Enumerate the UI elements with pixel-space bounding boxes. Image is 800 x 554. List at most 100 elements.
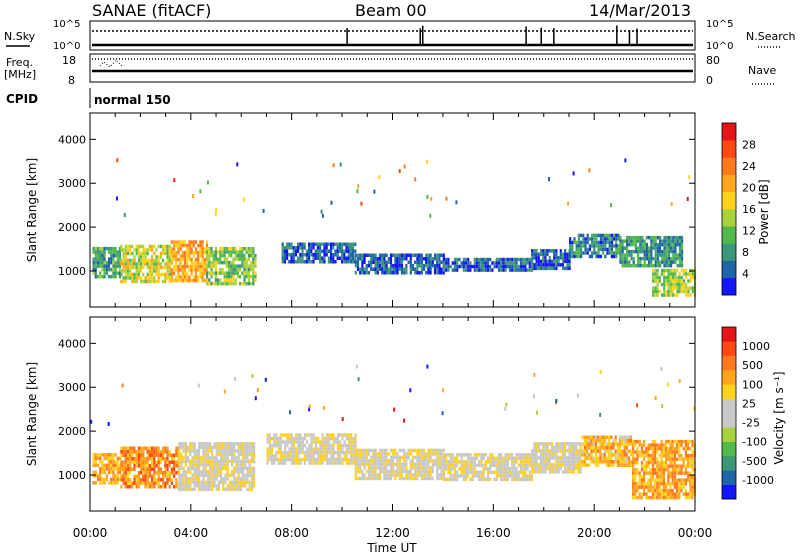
range-time-cell xyxy=(460,456,463,461)
range-time-cell xyxy=(665,289,668,294)
range-time-cell xyxy=(614,456,617,460)
range-time-cell xyxy=(392,271,395,275)
range-time-cell xyxy=(157,467,160,471)
range-time-cell xyxy=(422,448,426,453)
range-time-cell xyxy=(190,264,193,269)
range-time-cell xyxy=(654,488,657,493)
isolated-echo xyxy=(409,388,412,393)
range-time-cell xyxy=(239,459,242,464)
range-time-cell xyxy=(211,445,214,450)
velocity-data-cells xyxy=(90,364,696,500)
range-time-cell xyxy=(570,452,573,457)
range-time-cell xyxy=(137,255,140,259)
range-time-cell xyxy=(632,242,635,247)
colorbar-tick-label: -25 xyxy=(742,417,760,430)
range-time-cell xyxy=(691,495,694,500)
range-time-cell xyxy=(640,481,643,486)
range-time-cell xyxy=(411,462,415,467)
range-time-cell xyxy=(584,244,587,248)
range-time-cell xyxy=(175,250,178,255)
range-time-cell xyxy=(124,485,127,489)
range-time-cell xyxy=(409,257,412,261)
range-time-cell xyxy=(451,474,454,478)
range-time-cell xyxy=(381,260,384,264)
range-time-cell xyxy=(447,257,450,262)
range-time-cell xyxy=(689,439,692,444)
range-time-cell xyxy=(184,459,187,464)
range-time-cell xyxy=(612,439,615,443)
range-time-cell xyxy=(243,278,246,282)
range-time-cell xyxy=(133,467,136,471)
range-time-cell xyxy=(489,477,492,482)
range-time-cell xyxy=(416,455,419,460)
range-time-cell xyxy=(316,242,319,246)
range-time-cell xyxy=(416,253,419,257)
range-time-cell xyxy=(500,470,503,475)
range-time-cell xyxy=(370,257,373,261)
range-time-cell xyxy=(387,267,390,271)
velocity-y-axis-label: Slant Range [km] xyxy=(25,362,39,466)
range-time-cell xyxy=(531,263,534,267)
range-time-cell xyxy=(118,260,122,265)
range-time-cell xyxy=(184,463,187,467)
range-time-cell xyxy=(663,282,666,287)
range-time-cell xyxy=(570,466,573,471)
range-time-cell xyxy=(467,470,470,475)
range-time-cell xyxy=(588,244,591,248)
range-time-cell xyxy=(164,262,167,266)
range-time-cell xyxy=(159,457,162,461)
range-time-cell xyxy=(586,435,589,439)
isolated-echo xyxy=(197,383,200,388)
range-time-cell xyxy=(201,243,204,248)
range-time-cell xyxy=(162,481,165,485)
range-time-cell xyxy=(660,492,663,496)
range-time-cell xyxy=(678,478,681,482)
range-time-cell xyxy=(566,449,569,453)
range-time-cell xyxy=(610,446,613,450)
range-time-cell xyxy=(409,473,412,477)
colorbar-tick-label: 1000 xyxy=(742,340,770,353)
range-time-cell xyxy=(385,466,388,470)
range-time-cell xyxy=(266,461,269,465)
range-time-cell xyxy=(217,250,220,254)
range-time-cell xyxy=(531,266,534,271)
range-time-cell xyxy=(191,480,194,485)
range-time-cell xyxy=(203,250,206,255)
range-time-cell xyxy=(687,272,690,276)
range-time-cell xyxy=(451,453,454,457)
range-time-cell xyxy=(603,453,606,457)
range-time-cell xyxy=(632,485,635,489)
range-time-cell xyxy=(606,240,609,245)
range-time-cell xyxy=(387,260,390,264)
range-time-cell xyxy=(248,487,251,492)
range-time-cell xyxy=(691,457,694,461)
range-time-cell xyxy=(689,474,692,479)
range-time-cell xyxy=(615,244,618,248)
range-time-cell xyxy=(511,264,514,269)
range-time-cell xyxy=(124,272,127,277)
range-time-cell xyxy=(120,467,123,471)
range-time-cell xyxy=(682,282,686,287)
range-time-cell xyxy=(164,251,167,256)
range-time-cell xyxy=(389,271,393,275)
range-time-cell xyxy=(208,271,211,275)
range-time-cell xyxy=(621,449,624,453)
range-time-cell xyxy=(253,452,256,457)
cpid-panel: CPID normal 150 xyxy=(6,88,171,108)
range-time-cell xyxy=(370,448,373,453)
range-time-cell xyxy=(687,443,690,447)
range-time-cell xyxy=(151,262,154,266)
range-time-cell xyxy=(301,249,304,253)
range-time-cell xyxy=(636,485,639,489)
range-time-cell xyxy=(295,447,298,451)
range-time-cell xyxy=(601,446,604,450)
range-time-cell xyxy=(168,258,171,263)
range-time-cell xyxy=(672,256,675,261)
range-time-cell xyxy=(608,435,611,439)
isolated-echo xyxy=(215,208,218,213)
range-time-cell xyxy=(233,477,236,481)
range-time-cell xyxy=(537,445,540,450)
range-time-cell xyxy=(597,244,600,248)
range-time-cell xyxy=(212,271,215,275)
isolated-echo xyxy=(445,196,448,201)
